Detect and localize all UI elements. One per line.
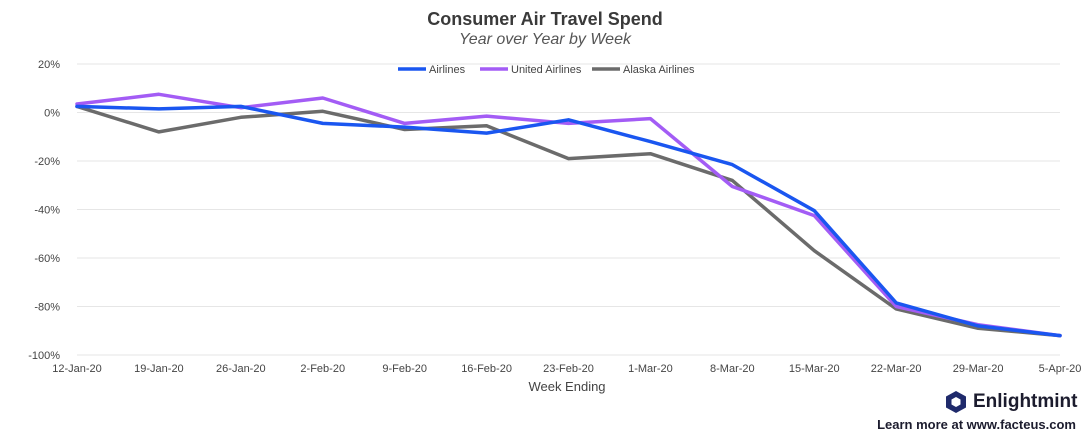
legend-label: United Airlines [511,64,582,76]
brand-logo: Enlightmint [945,390,1077,414]
y-tick-label: 20% [38,59,60,71]
x-tick-label: 8-Mar-20 [710,363,755,375]
x-tick-label: 2-Feb-20 [300,363,345,375]
y-tick-label: -40% [34,205,60,217]
x-tick-label: 1-Mar-20 [628,363,673,375]
x-tick-label: 15-Mar-20 [789,363,840,375]
y-tick-label: 0% [44,108,60,120]
x-tick-label: 29-Mar-20 [953,363,1004,375]
series-line [75,104,1062,338]
x-tick-label: 22-Mar-20 [871,363,922,375]
series-line [75,92,1062,338]
x-axis-label: Week Ending [528,379,605,394]
y-tick-label: -60% [34,253,60,265]
x-axis: 12-Jan-20 19-Jan-20 26-Jan-20 2-Feb-20 9-Feb… [52,363,1081,375]
x-tick-label: 16-Feb-20 [461,363,512,375]
chart-title: Consumer Air Travel Spend [427,9,663,29]
x-tick-label: 26-Jan-20 [216,363,266,375]
x-tick-label: 19-Jan-20 [134,363,184,375]
legend: Airlines United Airlines Alaska Airlines [398,64,695,76]
x-tick-label: 23-Feb-20 [543,363,594,375]
hexagon-logo-icon [946,391,966,413]
legend-label: Alaska Airlines [623,64,695,76]
y-tick-label: -80% [34,302,60,314]
x-tick-label: 5-Apr-20 [1039,363,1082,375]
brand-name: Enlightmint [973,391,1078,412]
x-tick-label: 12-Jan-20 [52,363,102,375]
series-lines [75,92,1062,338]
y-tick-label: -20% [34,156,60,168]
y-axis: 20% 0% -20% -40% -60% -80% -100% [28,59,60,362]
footer-link-text: Learn more at www.facteus.com [877,417,1076,432]
legend-label: Airlines [429,64,466,76]
x-tick-label: 9-Feb-20 [382,363,427,375]
y-tick-label: -100% [28,350,60,362]
chart-subtitle: Year over Year by Week [459,31,631,48]
grid-lines [77,63,1060,356]
series-line [75,104,1062,338]
